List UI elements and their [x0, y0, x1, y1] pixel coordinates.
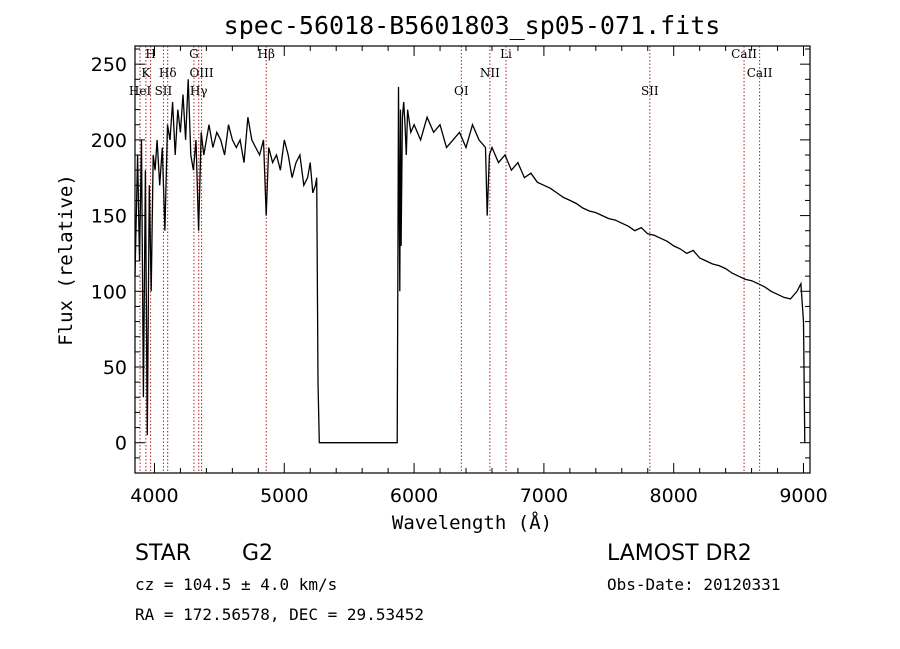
spectral-line-label: OIII — [190, 66, 214, 80]
object-type: STAR — [135, 541, 191, 566]
object-subclass: G2 — [242, 541, 273, 566]
y-axis-ticks: 0 50 100 150 200 250 — [91, 48, 810, 459]
x-tick-label: 6000 — [390, 485, 438, 507]
survey-name: LAMOST DR2 — [607, 541, 752, 566]
y-tick-label: 250 — [91, 54, 127, 76]
y-tick-label: 150 — [91, 206, 127, 228]
spectral-line-label: CaII — [731, 47, 757, 61]
spectrum-series-line — [134, 79, 806, 444]
spectral-line-label: G — [189, 47, 199, 61]
x-tick-label: 5000 — [260, 485, 308, 507]
spectral-line-label: SII — [155, 84, 173, 98]
spectral-line-label: NII — [480, 66, 500, 80]
spectral-line-label: Hδ — [159, 66, 177, 80]
spectral-line-label: Li — [500, 47, 512, 61]
y-axis-label: Flux (relative) — [55, 174, 77, 346]
coordinates: RA = 172.56578, DEC = 29.53452 — [135, 605, 424, 624]
spectral-line-label: Hβ — [258, 47, 275, 61]
y-tick-label: 100 — [91, 281, 127, 303]
plot-frame — [134, 45, 811, 474]
x-tick-label: 9000 — [779, 485, 827, 507]
spectral-line-label: Hγ — [190, 84, 208, 98]
redshift-cz: cz = 104.5 ± 4.0 km/s — [135, 575, 337, 594]
y-tick-label: 50 — [103, 357, 127, 379]
x-tick-label: 7000 — [520, 485, 568, 507]
spectral-line-label: H — [145, 47, 155, 61]
spectral-line-label: CaII — [747, 66, 773, 80]
x-tick-label: 4000 — [130, 485, 178, 507]
chart-title: spec-56018-B5601803_sp05-071.fits — [224, 11, 721, 40]
spectral-line-label: HeI — [129, 84, 152, 98]
spectral-line-label: OI — [454, 84, 469, 98]
spectral-line-label: SII — [641, 84, 659, 98]
y-tick-label: 200 — [91, 130, 127, 152]
x-tick-label: 8000 — [650, 485, 698, 507]
y-tick-label: 0 — [115, 433, 127, 455]
spectral-line-label: K — [141, 66, 151, 80]
x-axis-ticks: 4000 5000 6000 7000 8000 9000 — [130, 46, 828, 507]
observation-date: Obs-Date: 20120331 — [607, 575, 780, 594]
x-axis-label: Wavelength (Å) — [392, 511, 552, 534]
spectral-line-markers — [139, 46, 761, 473]
